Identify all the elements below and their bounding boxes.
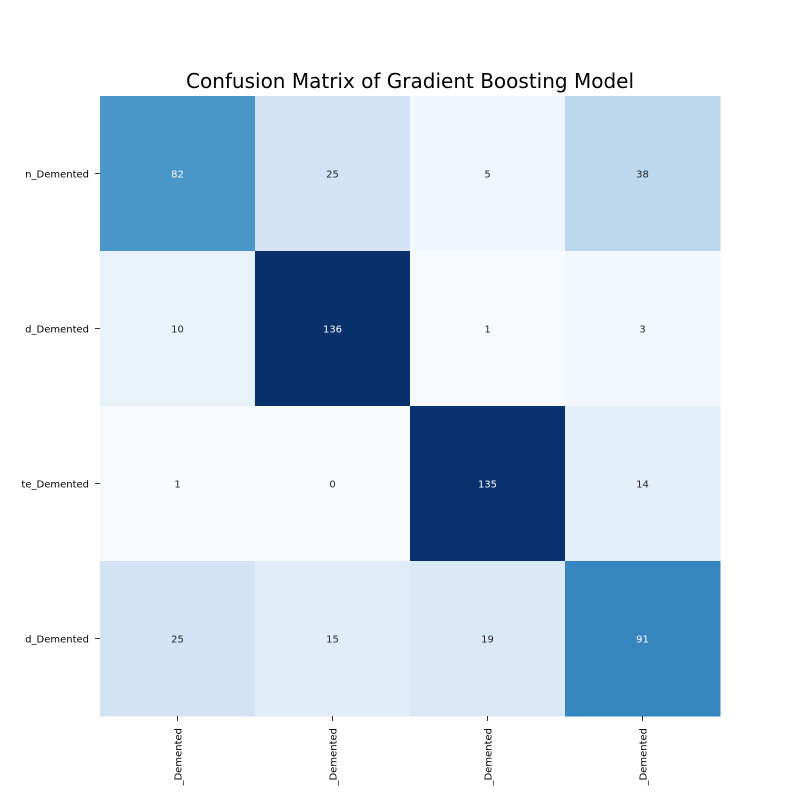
heatmap-cell-r2-c0 <box>100 406 256 562</box>
cell-value-label: 0 <box>329 480 335 491</box>
heatmap-cell-r3-c0 <box>100 561 256 717</box>
column-tick-label: _Demented <box>174 728 185 787</box>
heatmap-cell-r1-c0 <box>100 251 256 407</box>
column-tick-label: _Demented <box>484 728 495 787</box>
cell-value-label: 82 <box>171 170 184 181</box>
heatmap-cell-r1-c2 <box>410 251 566 407</box>
cell-value-label: 136 <box>323 325 342 336</box>
column-tick-label: _Demented <box>639 728 650 787</box>
cell-value-label: 10 <box>171 325 184 336</box>
chart-title: Confusion Matrix of Gradient Boosting Mo… <box>186 69 634 93</box>
row-tick-label: d_Demented <box>25 635 89 646</box>
column-tick-labels: _Demented _Demented _Demented _Demented <box>174 716 650 787</box>
cell-value-label: 14 <box>636 480 649 491</box>
cell-value-label: 5 <box>484 170 490 181</box>
heatmap-cell-r3-c3 <box>565 561 721 717</box>
heatmap-cell-r1-c1 <box>255 251 411 407</box>
cell-value-label: 1 <box>484 325 490 336</box>
heatmap-cell-r3-c1 <box>255 561 411 717</box>
heatmap-cell-r1-c3 <box>565 251 721 407</box>
row-tick-label: te_Demented <box>21 480 89 491</box>
cell-value-label: 25 <box>326 170 339 181</box>
cell-value-label: 91 <box>636 635 649 646</box>
heatmap-cell-r0-c0 <box>100 96 256 252</box>
heatmap-cell-r3-c2 <box>410 561 566 717</box>
cell-value-label: 25 <box>171 635 184 646</box>
row-tick-label: n_Demented <box>25 170 89 181</box>
cell-value-label: 38 <box>636 170 649 181</box>
cell-value-label: 15 <box>326 635 339 646</box>
heatmap-cell-r0-c2 <box>410 96 566 252</box>
row-tick-labels: n_Demented d_Demented te_Demented d_Demente… <box>21 170 100 646</box>
cell-value-label: 1 <box>174 480 180 491</box>
heatmap-cell-r2-c1 <box>255 406 411 562</box>
heatmap-cell-r0-c1 <box>255 96 411 252</box>
column-tick-label: _Demented <box>329 728 340 787</box>
heatmap-cell-r0-c3 <box>565 96 721 252</box>
heatmap-cell-r2-c2 <box>410 406 566 562</box>
cell-value-label: 135 <box>478 480 497 491</box>
row-tick-label: d_Demented <box>25 325 89 336</box>
cell-value-label: 19 <box>481 635 494 646</box>
heatmap-cell-r2-c3 <box>565 406 721 562</box>
cell-value-label: 3 <box>639 325 645 336</box>
